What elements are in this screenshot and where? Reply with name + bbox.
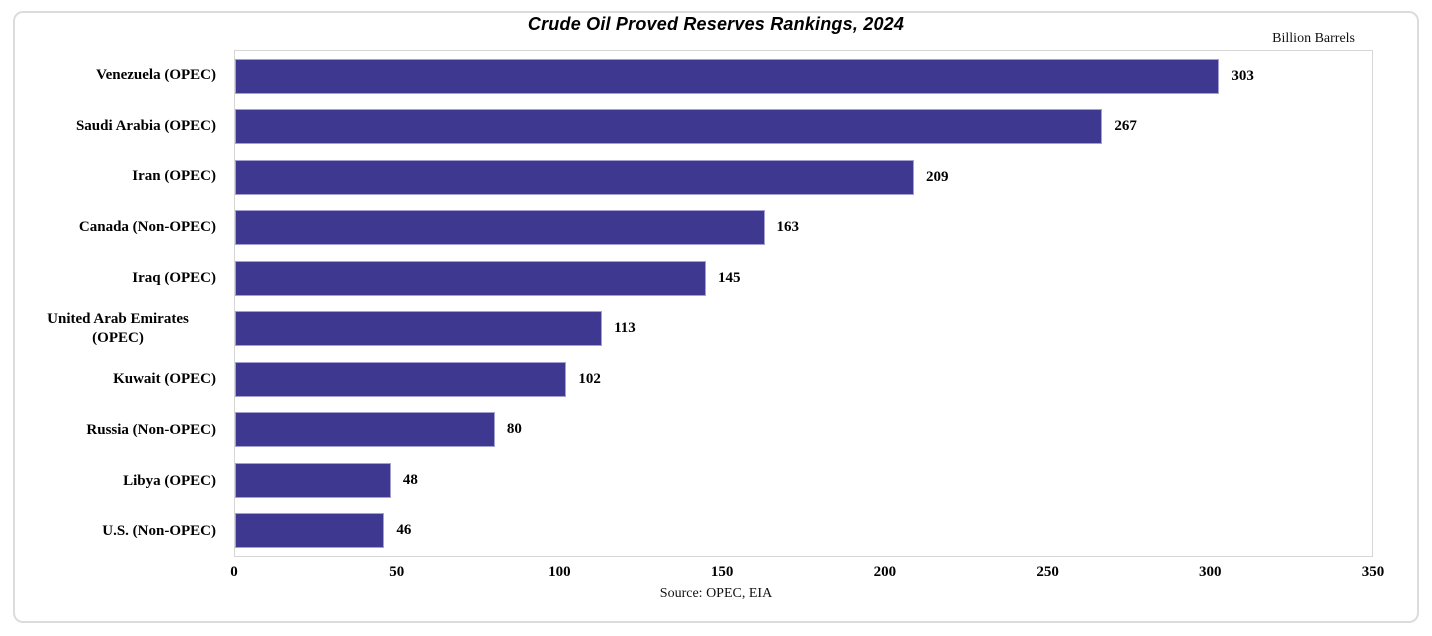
bar-rows: 303 267 209 163 145 113 102 80 48 46 <box>235 51 1372 556</box>
category-label: United Arab Emirates (OPEC) <box>47 311 189 346</box>
bar-value-label: 209 <box>925 168 949 185</box>
category-label-row: Iraq (OPEC) <box>20 253 225 304</box>
category-label-row: Russia (Non-OPEC) <box>20 405 225 456</box>
bar-value-label: 102 <box>578 370 601 387</box>
x-axis-tick-label: 50 <box>389 564 405 580</box>
bar-value-label: 48 <box>402 471 418 488</box>
category-label-row: U.S. (Non-OPEC) <box>20 506 225 557</box>
bar-value-label: 267 <box>1114 118 1137 135</box>
bar <box>235 210 765 246</box>
chart-title: Crude Oil Proved Reserves Rankings, 2024 <box>527 14 905 34</box>
x-axis-tick-label: 300 <box>1199 564 1222 580</box>
category-axis-labels: Venezuela (OPEC) Saudi Arabia (OPEC) Iran … <box>20 50 225 557</box>
category-label: Saudi Arabia (OPEC) <box>75 117 216 134</box>
category-label: U.S. (Non-OPEC) <box>102 523 216 540</box>
x-axis-tick-label: 0 <box>230 564 238 580</box>
category-label: Iraq (OPEC) <box>132 269 216 286</box>
category-label: Libya (OPEC) <box>123 472 216 489</box>
bar <box>235 159 914 195</box>
bar-value-label: 80 <box>506 421 522 438</box>
category-label-row: United Arab Emirates (OPEC) <box>20 304 225 355</box>
bar <box>235 513 385 549</box>
category-label-row: Kuwait (OPEC) <box>20 354 225 405</box>
bar <box>235 361 567 397</box>
source-note: Source: OPEC, EIA <box>659 586 773 601</box>
bar-row: 80 <box>235 405 1372 456</box>
bar-value-label: 303 <box>1231 67 1254 84</box>
bar <box>235 311 603 347</box>
category-label: Venezuela (OPEC) <box>96 66 216 83</box>
bar-row: 303 <box>235 51 1372 102</box>
bar-row: 48 <box>235 455 1372 506</box>
bar-row: 46 <box>235 506 1372 557</box>
bar-row: 113 <box>235 304 1372 355</box>
x-axis-tick-label: 150 <box>710 564 734 580</box>
category-label-row: Venezuela (OPEC) <box>20 50 225 101</box>
category-label: Russia (Non-OPEC) <box>86 421 216 438</box>
bar-value-label: 46 <box>396 522 412 539</box>
axis-unit-label: Billion Barrels <box>1272 31 1355 46</box>
bar <box>235 109 1103 145</box>
bar <box>235 58 1220 94</box>
bar <box>235 412 495 448</box>
plot-area: 303 267 209 163 145 113 102 80 48 46 <box>234 50 1373 557</box>
bar-row: 267 <box>235 102 1372 153</box>
x-axis-tick-label: 250 <box>1036 564 1059 580</box>
category-label-row: Iran (OPEC) <box>20 151 225 202</box>
bar-row: 209 <box>235 152 1372 203</box>
category-label-row: Canada (Non-OPEC) <box>20 202 225 253</box>
x-axis-ticks: 0 50 100 150 200 250 300 350 <box>230 564 1384 582</box>
bar-row: 102 <box>235 354 1372 405</box>
bar <box>235 260 707 296</box>
category-label: Kuwait (OPEC) <box>113 371 216 388</box>
category-label-row: Saudi Arabia (OPEC) <box>20 101 225 152</box>
x-axis-tick-label: 200 <box>873 564 897 580</box>
bar <box>235 462 391 498</box>
bar-value-label: 163 <box>776 219 800 236</box>
bar-row: 145 <box>235 253 1372 304</box>
x-axis-tick-label: 350 <box>1361 564 1385 580</box>
category-label: Iran (OPEC) <box>132 168 216 185</box>
x-axis-tick-label: 100 <box>548 564 571 580</box>
bar-row: 163 <box>235 203 1372 254</box>
category-label-row: Libya (OPEC) <box>20 456 225 507</box>
bar-value-label: 113 <box>614 320 636 337</box>
category-label: Canada (Non-OPEC) <box>78 219 216 236</box>
bar-value-label: 145 <box>718 269 741 286</box>
